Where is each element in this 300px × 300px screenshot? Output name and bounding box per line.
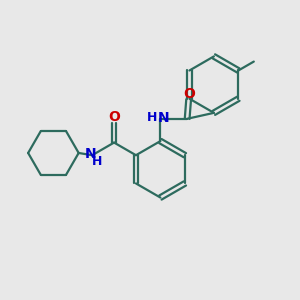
- Text: N: N: [85, 147, 97, 161]
- Text: O: O: [108, 110, 120, 124]
- Text: H: H: [92, 155, 103, 168]
- Text: H: H: [147, 111, 157, 124]
- Text: O: O: [183, 86, 195, 100]
- Text: N: N: [158, 111, 170, 125]
